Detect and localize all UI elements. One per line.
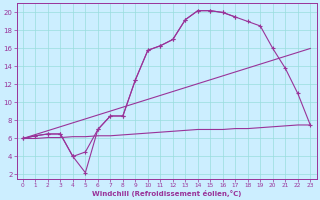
X-axis label: Windchill (Refroidissement éolien,°C): Windchill (Refroidissement éolien,°C) <box>92 190 241 197</box>
